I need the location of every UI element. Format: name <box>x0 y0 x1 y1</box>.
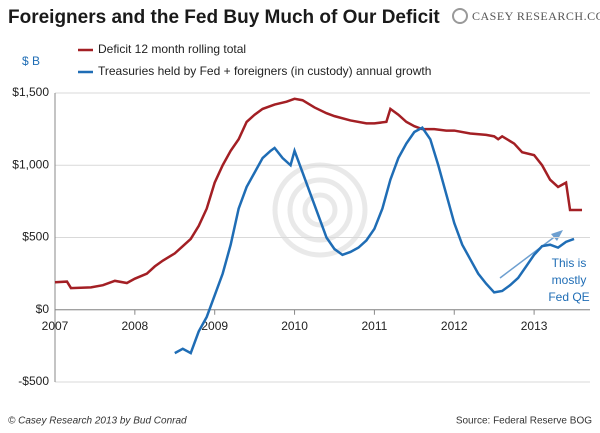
annotation: Fed QE <box>548 290 589 304</box>
logo-text: CASEY RESEARCH.COM <box>472 9 600 23</box>
series-line <box>54 97 583 290</box>
annotation: This is <box>552 256 587 270</box>
credit: © Casey Research 2013 by Bud Conrad <box>8 416 187 427</box>
legend-label: Treasuries held by Fed + foreigners (in … <box>98 64 431 78</box>
x-tick-label: 2007 <box>42 319 69 333</box>
x-tick-label: 2010 <box>281 319 308 333</box>
source: Source: Federal Reserve BOG <box>456 416 592 427</box>
y-tick-label: $500 <box>22 230 49 244</box>
legend-label: Deficit 12 month rolling total <box>98 42 246 56</box>
y-tick-label: $1,000 <box>12 157 49 171</box>
y-tick-label: -$500 <box>18 374 49 388</box>
annotation-arrow <box>499 234 558 279</box>
x-tick-label: 2013 <box>521 319 548 333</box>
y-tick-label: $0 <box>36 302 50 316</box>
x-tick-label: 2012 <box>441 319 468 333</box>
x-tick-label: 2008 <box>121 319 148 333</box>
arrow-head <box>551 230 563 241</box>
watermark <box>272 162 368 258</box>
series-line <box>174 126 575 355</box>
logo-icon <box>452 8 468 24</box>
y-unit: $ B <box>22 54 40 68</box>
x-tick-label: 2009 <box>201 319 228 333</box>
x-tick-label: 2011 <box>361 319 387 333</box>
annotation: mostly <box>552 273 587 287</box>
chart-title: Foreigners and the Fed Buy Much of Our D… <box>8 7 440 28</box>
logo: CASEY RESEARCH.COM <box>452 8 600 24</box>
y-tick-label: $1,500 <box>12 85 49 99</box>
